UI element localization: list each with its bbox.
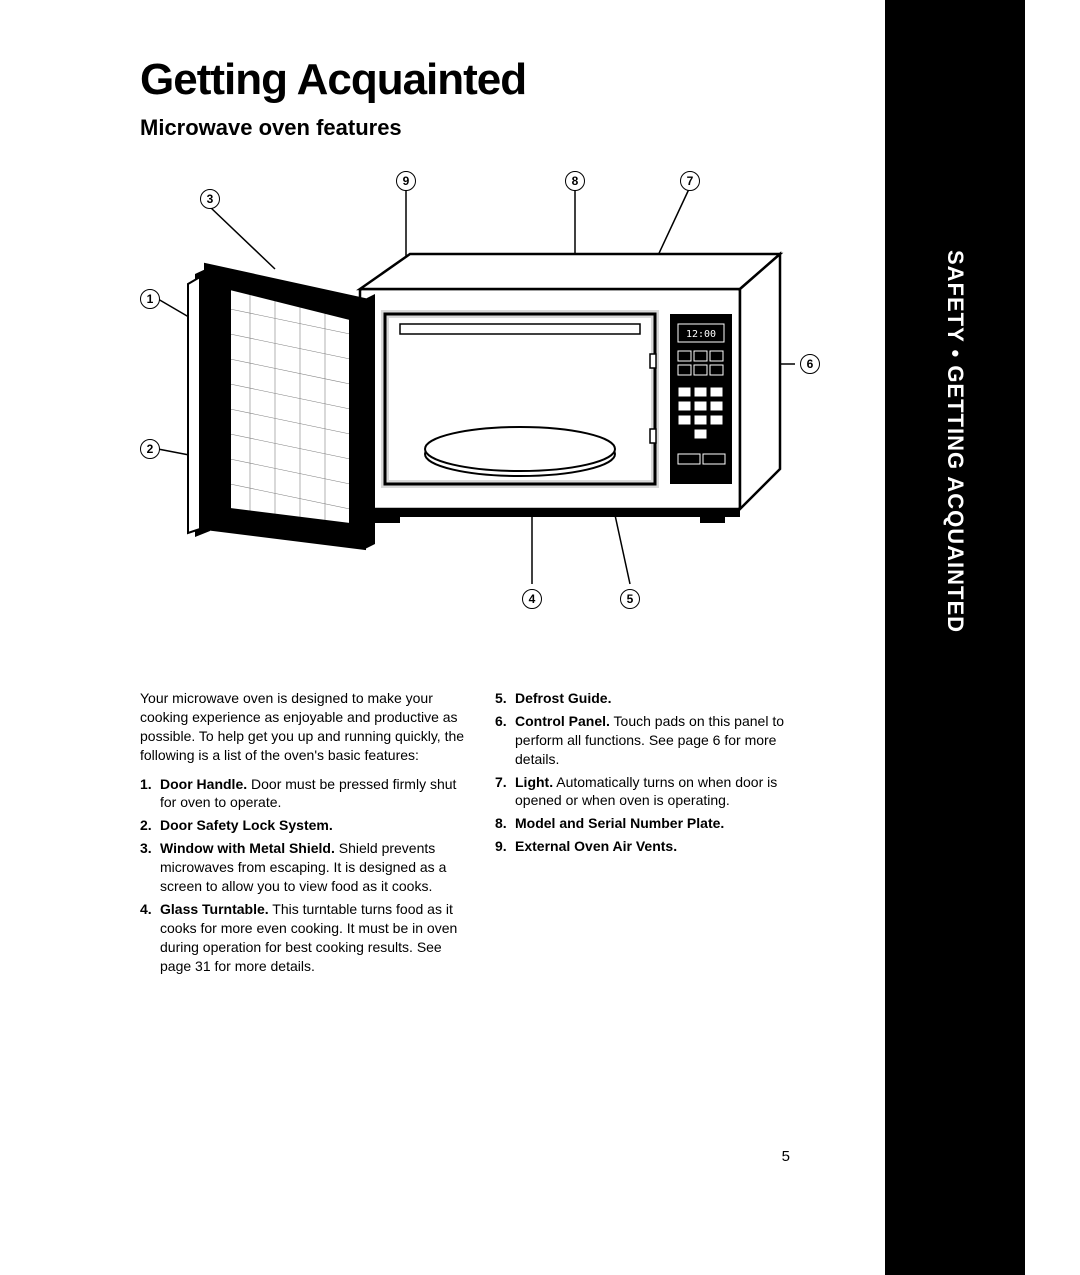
- feature-title: Window with Metal Shield.: [160, 840, 335, 856]
- feature-title: Door Safety Lock System.: [160, 817, 333, 833]
- feature-item: Glass Turntable. This turntable turns fo…: [140, 900, 465, 976]
- page-subtitle: Microwave oven features: [140, 115, 820, 141]
- feature-title: Defrost Guide.: [515, 690, 611, 706]
- feature-item: Light. Automatically turns on when door …: [495, 773, 820, 811]
- feature-title: Model and Serial Number Plate.: [515, 815, 724, 831]
- feature-item: Defrost Guide.: [495, 689, 820, 708]
- callout-9: 9: [396, 171, 416, 191]
- intro-text: Your microwave oven is designed to make …: [140, 689, 465, 765]
- callout-3: 3: [200, 189, 220, 209]
- callout-4: 4: [522, 589, 542, 609]
- feature-item: Window with Metal Shield. Shield prevent…: [140, 839, 465, 896]
- left-column: Your microwave oven is designed to make …: [140, 689, 465, 979]
- page-content: Getting Acquainted Microwave oven featur…: [0, 0, 860, 1275]
- feature-title: External Oven Air Vents.: [515, 838, 677, 854]
- feature-title: Glass Turntable.: [160, 901, 269, 917]
- feature-columns: Your microwave oven is designed to make …: [140, 689, 820, 979]
- feature-title: Control Panel.: [515, 713, 610, 729]
- callout-7: 7: [680, 171, 700, 191]
- side-tab: SAFETY • GETTING ACQUAINTED: [885, 0, 1025, 1275]
- page-title: Getting Acquainted: [140, 55, 820, 105]
- microwave-diagram: 12:00: [140, 159, 820, 619]
- feature-item: Door Handle. Door must be pressed firmly…: [140, 775, 465, 813]
- feature-item: External Oven Air Vents.: [495, 837, 820, 856]
- feature-item: Door Safety Lock System.: [140, 816, 465, 835]
- feature-item: Model and Serial Number Plate.: [495, 814, 820, 833]
- display-text: 12:00: [686, 329, 716, 340]
- side-tab-label: SAFETY • GETTING ACQUAINTED: [942, 250, 968, 633]
- features-list-right: Defrost Guide. Control Panel. Touch pads …: [495, 689, 820, 856]
- callout-6: 6: [800, 354, 820, 374]
- feature-desc: Automatically turns on when door is open…: [515, 774, 777, 809]
- feature-item: Control Panel. Touch pads on this panel …: [495, 712, 820, 769]
- callout-2: 2: [140, 439, 160, 459]
- diagram-svg: 12:00: [140, 159, 820, 619]
- callout-1: 1: [140, 289, 160, 309]
- callout-8: 8: [565, 171, 585, 191]
- features-list-left: Door Handle. Door must be pressed firmly…: [140, 775, 465, 976]
- feature-title: Light.: [515, 774, 553, 790]
- page-number: 5: [782, 1148, 790, 1165]
- callout-5: 5: [620, 589, 640, 609]
- feature-title: Door Handle.: [160, 776, 247, 792]
- right-column: Defrost Guide. Control Panel. Touch pads …: [495, 689, 820, 979]
